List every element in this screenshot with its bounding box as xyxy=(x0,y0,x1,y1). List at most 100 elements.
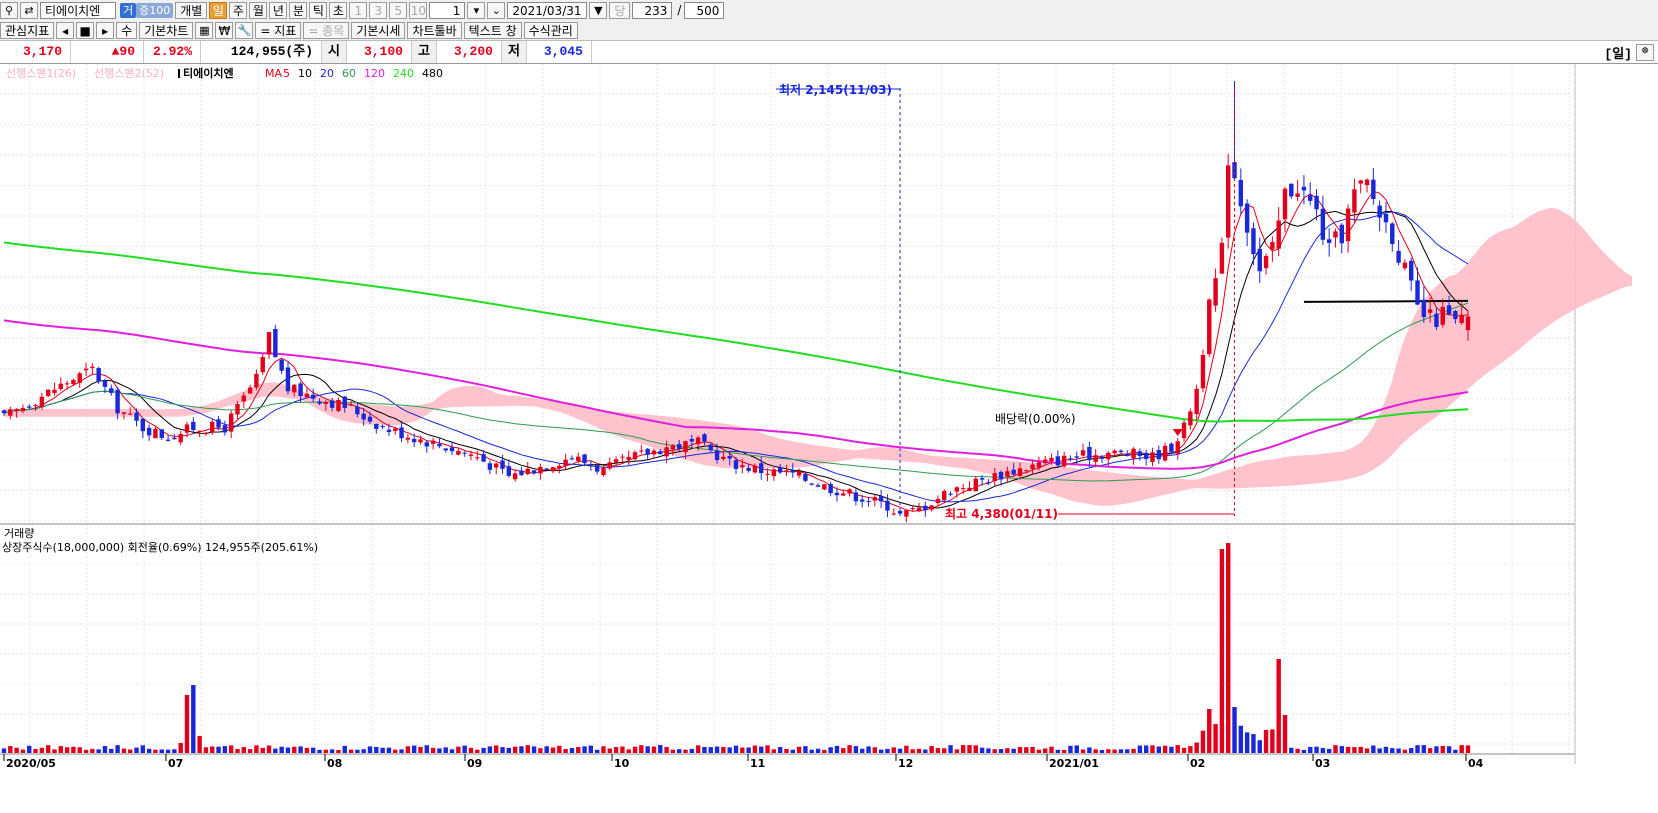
candle-body xyxy=(1251,228,1256,255)
candle-body xyxy=(292,384,297,393)
nav-stop-button[interactable]: ■ xyxy=(76,21,95,39)
volume-bar xyxy=(1011,748,1016,753)
volume-bar xyxy=(64,747,70,753)
period-button[interactable]: 분 xyxy=(289,1,308,19)
volume-bar xyxy=(607,748,613,753)
candle-body xyxy=(594,465,600,472)
minute-step-button[interactable]: 10 xyxy=(409,1,428,19)
candle-body xyxy=(1415,280,1420,305)
basic-quote-button[interactable]: 기본시세 xyxy=(351,21,406,39)
individual-button[interactable]: 개별 xyxy=(175,1,208,19)
volume-bar xyxy=(1036,749,1042,753)
chevron-down-icon[interactable]: ⌄ xyxy=(487,1,506,19)
grid-icon[interactable]: ▦ xyxy=(195,21,214,39)
candle-body xyxy=(386,429,392,433)
volume-bar xyxy=(424,745,430,753)
candle-body xyxy=(998,471,1004,480)
volume-bar xyxy=(658,745,663,753)
volume-bar xyxy=(815,748,821,753)
volume-bar xyxy=(411,745,417,753)
volume-bar xyxy=(721,746,726,753)
period-button[interactable]: 초 xyxy=(329,1,348,19)
candle-body xyxy=(235,404,240,415)
volume-bar xyxy=(670,749,676,753)
candle-body xyxy=(424,442,430,447)
candle-body xyxy=(695,437,701,445)
volume-bar xyxy=(374,746,379,753)
minute-step-button[interactable]: 5 xyxy=(389,1,408,19)
volume-bar xyxy=(1112,749,1117,753)
candle-body xyxy=(632,452,638,460)
period-button[interactable]: 주 xyxy=(229,1,248,19)
text-window-button[interactable]: 텍스트 창 xyxy=(463,21,522,39)
su-button[interactable]: 수 xyxy=(116,21,138,39)
calendar-dropdown-icon[interactable]: ▼ xyxy=(589,1,608,19)
volume-bar xyxy=(1143,745,1149,753)
volume-bar xyxy=(355,749,360,753)
nav-left-button[interactable]: ◂ xyxy=(56,21,75,39)
candle-body xyxy=(1270,242,1275,250)
count-input[interactable]: 233 xyxy=(632,1,673,19)
won-button[interactable]: ₩ xyxy=(215,21,234,39)
basic-chart-button[interactable]: 기본차트 xyxy=(139,21,194,39)
candle-body xyxy=(658,451,663,455)
candle-body xyxy=(153,428,158,439)
chevron-down-icon[interactable]: ▾ xyxy=(467,1,486,19)
volume-bar xyxy=(247,749,253,753)
settings-icon[interactable]: ☸ xyxy=(1636,43,1654,61)
candle-body xyxy=(64,383,70,385)
wrench-icon[interactable]: 🔧 xyxy=(235,21,254,39)
formula-mgmt-button[interactable]: 수식관리 xyxy=(523,21,578,39)
volume-bar xyxy=(746,747,751,753)
candle-body xyxy=(1358,180,1363,184)
date-field[interactable]: 2021/03/31 xyxy=(507,1,588,19)
period-button[interactable]: 년 xyxy=(269,1,288,19)
minute-step-button[interactable]: 3 xyxy=(369,1,388,19)
candle-body xyxy=(771,469,777,477)
period-button[interactable]: 월 xyxy=(249,1,268,19)
candle-body xyxy=(1,410,7,414)
swap-icon[interactable]: ⇄ xyxy=(20,1,38,19)
candle-body xyxy=(367,416,373,422)
candle-body xyxy=(752,465,758,473)
period-button[interactable]: 틱 xyxy=(309,1,328,19)
volume-bar xyxy=(519,746,524,753)
indicator-button[interactable]: = 지표 xyxy=(255,21,302,39)
minute-step-button[interactable]: 1 xyxy=(349,1,368,19)
candle-body xyxy=(241,395,247,402)
volume-bar xyxy=(784,748,789,753)
price-chart[interactable]: 2020/05 07 08 09 10 11 12 2021/01 02 03 04 선행스팬1(2… xyxy=(0,64,1658,813)
price-info-bar: 3,170 ▲90 2.92% 124,955(주) 시 3,100 고 3,2… xyxy=(0,41,1658,64)
candle-body xyxy=(1232,162,1237,179)
candle-body xyxy=(1118,450,1124,453)
candle-body xyxy=(942,491,947,501)
search-icon[interactable]: ⚲ xyxy=(0,1,18,19)
nav-right-button[interactable]: ▸ xyxy=(96,21,115,39)
candle-body xyxy=(702,434,707,442)
volume-bar xyxy=(626,749,631,753)
x-tick-label: 11 xyxy=(750,757,765,770)
period-button[interactable]: 일 xyxy=(209,1,228,19)
candle-body xyxy=(531,470,537,474)
volume-bar xyxy=(386,747,392,753)
chart-toolbar-button[interactable]: 차트툴바 xyxy=(407,21,462,39)
volume-bar xyxy=(1244,732,1250,753)
volume-bar xyxy=(1106,749,1111,753)
candle-body xyxy=(859,499,865,502)
candle-body xyxy=(77,373,82,383)
candle-body xyxy=(1194,388,1199,415)
candle-body xyxy=(45,389,51,397)
candle-body xyxy=(1080,450,1086,456)
candlesticks xyxy=(1,81,1471,523)
stock-name-field[interactable]: 티에이치엔 xyxy=(40,1,116,19)
volume-bar xyxy=(1156,746,1162,753)
interval-input[interactable]: 1 xyxy=(429,1,466,19)
watch-indicators-button[interactable]: 관심지표 xyxy=(0,21,55,39)
candle-body xyxy=(777,467,783,473)
item-button[interactable]: = 종목 xyxy=(303,21,350,39)
count-total[interactable]: 500 xyxy=(684,1,725,19)
volume-bar xyxy=(979,747,985,753)
legend-span2: 선행스팬2(52) xyxy=(94,67,164,80)
volume-bar xyxy=(58,746,64,753)
volume-bar xyxy=(1188,746,1193,753)
